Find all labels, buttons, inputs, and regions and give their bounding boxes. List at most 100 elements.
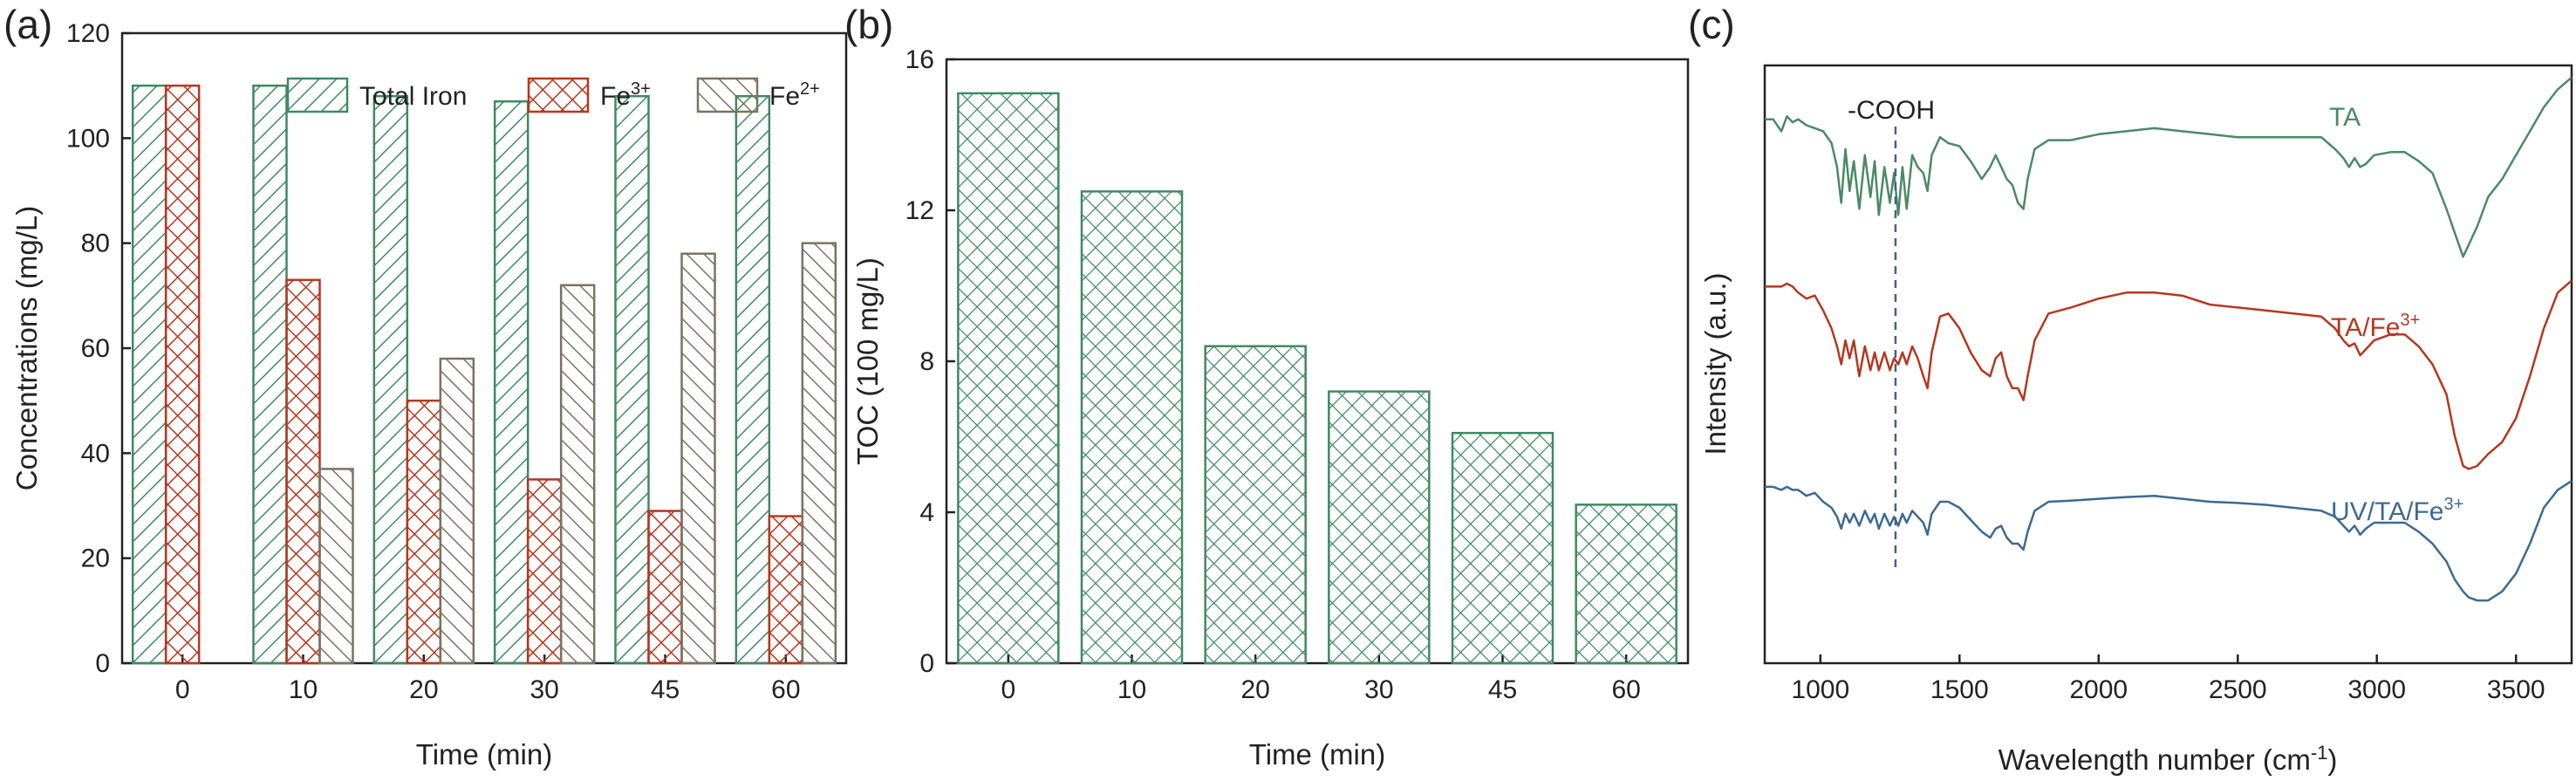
- y-tick-label: 80: [81, 230, 110, 258]
- legend-label-fe2-sup: 2+: [800, 79, 820, 99]
- x-tick-label: 60: [1611, 675, 1640, 704]
- x-tick-label: 1000: [1791, 675, 1849, 704]
- panel-c-x-label: Wavelength number (cm-1): [1999, 742, 2338, 776]
- x-tick-label: 0: [175, 675, 190, 704]
- bar-total_iron: [252, 84, 288, 665]
- series-label-ta-fe3-sup: 3+: [2400, 311, 2420, 330]
- x-tick-label: 10: [1117, 675, 1146, 704]
- y-tick-label: 0: [95, 649, 110, 678]
- y-tick-label: 120: [66, 19, 110, 48]
- series-label-uv-sup: 3+: [2443, 495, 2463, 514]
- panel-b: (b) 0 4 8 12 16 0 10 20 30 45 60 Time (min) TOC (…: [844, 2, 1690, 771]
- x-tick-label: 0: [1001, 675, 1015, 704]
- bar-fe2: [318, 468, 354, 665]
- y-tick-label: 40: [81, 439, 110, 468]
- panel-c-x-label-base: Wavelength number (cm: [1999, 743, 2311, 776]
- y-tick-label: 12: [905, 196, 934, 225]
- x-tick-label: 30: [530, 675, 558, 704]
- bar-total_iron: [493, 99, 530, 665]
- x-tick-label: 20: [409, 675, 438, 704]
- x-tick-label: 2000: [2069, 675, 2128, 704]
- bar-total_iron: [614, 94, 650, 665]
- series-label-ta: TA: [2329, 103, 2361, 132]
- legend-swatch-total-iron: [286, 77, 349, 113]
- legend-swatch-fe3: [527, 77, 590, 113]
- x-tick-label: 20: [1240, 675, 1269, 704]
- bar-toc: [957, 92, 1060, 665]
- x-tick-label: 60: [771, 675, 800, 704]
- legend-label-fe3: Fe3+: [600, 79, 651, 111]
- series-label-uv-base: UV/TA/Fe: [2331, 497, 2443, 526]
- panel-b-y-label: TOC (100 mg/L): [851, 257, 884, 465]
- panel-c-cooh-annotation: -COOH: [1848, 96, 1935, 572]
- bar-fe2: [680, 252, 716, 665]
- panel-b-bars: [957, 92, 1677, 665]
- bar-toc: [1575, 504, 1677, 665]
- y-tick-label: 16: [905, 45, 934, 74]
- panel-b-label: (b): [844, 2, 893, 47]
- y-tick-label: 0: [919, 649, 934, 678]
- bar-fe2: [559, 284, 596, 665]
- panel-c-spectra: [1765, 76, 2573, 602]
- x-tick-label: 30: [1364, 675, 1393, 704]
- x-tick-label: 45: [651, 675, 680, 704]
- panel-a-y-label: Concentrations (mg/L): [10, 206, 43, 490]
- bar-fe3: [406, 399, 442, 665]
- panel-c-x-axis: 1000 1500 2000 2500 3000 3500: [1791, 654, 2545, 704]
- spectrum-spec_ta: [1765, 76, 2573, 258]
- x-tick-label: 3000: [2347, 675, 2406, 704]
- legend-label-fe2: Fe2+: [769, 79, 820, 111]
- bar-toc: [1451, 431, 1554, 665]
- bar-total_iron: [131, 84, 167, 665]
- bar-fe2: [439, 357, 475, 665]
- series-label-uv-ta-fe3: UV/TA/Fe3+: [2331, 495, 2463, 526]
- panel-c-label: (c): [1688, 2, 1735, 47]
- legend-label-fe2-base: Fe: [769, 82, 800, 111]
- legend-label-total-iron: Total Iron: [359, 82, 467, 111]
- legend-swatch-fe2: [696, 77, 759, 113]
- panel-c-x-label-sup: -1: [2311, 742, 2328, 764]
- spectrum-spec_ta_fe3: [1765, 279, 2573, 470]
- bar-toc: [1328, 390, 1431, 665]
- x-tick-label: 2500: [2209, 675, 2267, 704]
- panel-c-x-label-tail: ): [2327, 743, 2337, 776]
- bar-fe3: [526, 478, 563, 665]
- x-tick-label: 1500: [1930, 675, 1989, 704]
- panel-a-label: (a): [3, 2, 52, 47]
- y-tick-label: 4: [919, 498, 934, 527]
- legend-label-fe3-base: Fe: [600, 82, 631, 111]
- panel-c: (c) 1000 1500 2000 2500 3000 3500 -COOH TA TA…: [1688, 2, 2573, 776]
- bar-total_iron: [735, 94, 771, 665]
- x-tick-label: 10: [289, 675, 318, 704]
- bar-fe2: [801, 242, 837, 665]
- x-tick-label: 45: [1488, 675, 1517, 704]
- bar-fe3: [768, 515, 804, 665]
- panel-b-x-axis: 0 10 20 30 45 60: [1001, 654, 1641, 704]
- spectrum-spec_uv: [1765, 480, 2573, 602]
- series-label-ta-fe3: TA/Fe3+: [2331, 311, 2420, 342]
- series-label-ta-fe3-base: TA/Fe: [2331, 313, 2400, 342]
- bar-toc: [1204, 345, 1307, 665]
- bar-fe3: [647, 510, 683, 665]
- bar-fe3: [164, 84, 201, 665]
- panel-a-y-axis: 0 20 40 60 80 100 120: [66, 19, 131, 678]
- panel-a-x-label: Time (min): [416, 738, 552, 771]
- bar-fe3: [285, 278, 321, 665]
- panel-a: (a) 0 20 40 60 80 100 120 0 10 20 30 45 60 Time (mi…: [3, 2, 848, 771]
- panel-b-x-label: Time (min): [1249, 738, 1385, 771]
- panel-a-bars: [131, 84, 837, 665]
- panel-c-frame: [1763, 64, 2573, 665]
- y-tick-label: 60: [81, 334, 110, 363]
- cooh-label: -COOH: [1848, 96, 1935, 125]
- y-tick-label: 8: [919, 347, 934, 376]
- y-tick-label: 20: [81, 545, 110, 573]
- panel-c-y-label: Intensity (a.u.): [1699, 272, 1732, 455]
- panel-b-y-axis: 0 4 8 12 16: [905, 45, 955, 678]
- bar-toc: [1080, 190, 1184, 665]
- x-tick-label: 3500: [2487, 675, 2545, 704]
- panel-a-legend: Total Iron Fe3+ Fe2+: [286, 77, 820, 113]
- y-tick-label: 100: [66, 124, 110, 153]
- legend-label-fe3-sup: 3+: [631, 79, 651, 99]
- bar-total_iron: [372, 94, 409, 665]
